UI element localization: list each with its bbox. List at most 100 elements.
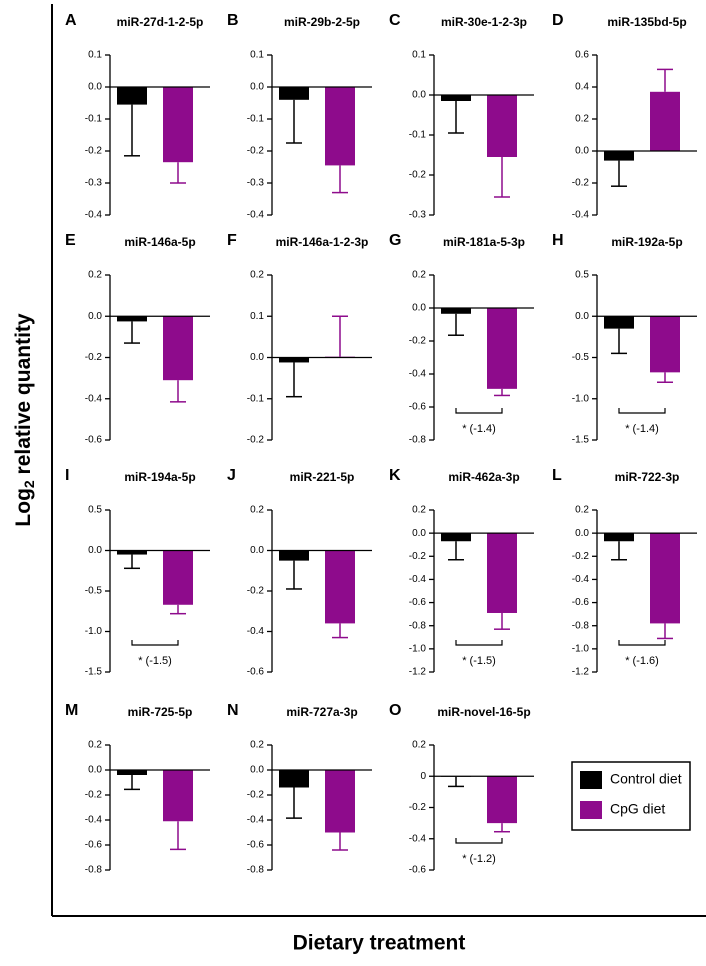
y-tick-label: -0.4 — [247, 626, 265, 637]
panel-letter: G — [389, 232, 401, 249]
y-tick-label: -1.0 — [409, 643, 427, 654]
y-tick-label: 0.0 — [412, 528, 426, 539]
y-tick-label: -0.6 — [85, 435, 103, 446]
y-tick-label: -0.8 — [85, 865, 103, 876]
y-tick-label: -0.3 — [409, 210, 427, 221]
y-tick-label: -0.4 — [85, 815, 103, 826]
y-tick-label: -0.2 — [409, 170, 427, 181]
y-tick-label: -0.6 — [409, 597, 427, 608]
panel-title: miR-727a-3p — [286, 705, 357, 719]
y-tick-label: 0.0 — [250, 545, 264, 556]
panel-letter: E — [65, 232, 76, 249]
y-tick-label: -0.2 — [247, 435, 265, 446]
bar — [487, 776, 517, 824]
y-tick-label: 0.0 — [575, 528, 589, 539]
y-tick-label: 0.4 — [575, 82, 589, 93]
y-tick-label: 0.1 — [88, 50, 102, 61]
panel-letter: N — [227, 702, 239, 719]
y-tick-label: -0.4 — [409, 833, 427, 844]
y-tick-label: 0.0 — [88, 311, 102, 322]
legend-swatch — [580, 771, 602, 789]
significance-label: * (-1.4) — [462, 423, 496, 435]
y-tick-label: -0.2 — [572, 551, 590, 562]
legend-label: CpG diet — [610, 801, 665, 817]
y-tick-label: -0.8 — [247, 865, 265, 876]
significance-label: * (-1.5) — [138, 655, 172, 667]
panel-letter: A — [65, 12, 77, 29]
y-tick-label: 0.2 — [88, 270, 102, 281]
y-tick-label: -0.2 — [85, 146, 103, 157]
y-tick-label: -0.4 — [85, 210, 103, 221]
bar — [279, 770, 309, 788]
y-tick-label: -1.5 — [85, 667, 103, 678]
y-tick-label: -0.4 — [572, 574, 590, 585]
y-tick-label: -0.8 — [409, 435, 427, 446]
y-tick-label: -0.2 — [85, 790, 103, 801]
panel-letter: D — [552, 12, 564, 29]
bar — [604, 533, 634, 542]
panel-letter: H — [552, 232, 564, 249]
y-tick-label: -0.2 — [409, 802, 427, 813]
bar — [325, 87, 355, 166]
y-tick-label: -0.2 — [85, 352, 103, 363]
bar — [117, 550, 147, 555]
y-tick-label: 0.0 — [250, 352, 264, 363]
bar — [441, 533, 471, 542]
panel-title: miR-146a-1-2-3p — [276, 235, 369, 249]
y-tick-label: -1.5 — [572, 435, 590, 446]
significance-bracket — [455, 838, 503, 844]
significance-label: * (-1.6) — [625, 655, 659, 667]
y-tick-label: -0.1 — [85, 114, 103, 125]
y-tick-label: -1.0 — [572, 393, 590, 404]
y-tick-label: 0.2 — [412, 740, 426, 751]
bar — [117, 87, 147, 105]
y-tick-label: -0.2 — [409, 336, 427, 347]
y-label-text: Log — [12, 488, 35, 526]
y-tick-label: -0.2 — [247, 586, 265, 597]
y-tick-label: -0.1 — [247, 393, 265, 404]
y-tick-label: -0.3 — [247, 178, 265, 189]
significance-bracket — [455, 408, 503, 414]
y-tick-label: 0.2 — [250, 505, 264, 516]
y-label-subscript: 2 — [21, 480, 37, 488]
bar — [279, 550, 309, 561]
bar — [117, 770, 147, 775]
panel-letter: B — [227, 12, 239, 29]
y-tick-label: -0.2 — [409, 551, 427, 562]
panel-letter: O — [389, 702, 401, 719]
y-tick-label: -0.2 — [247, 146, 265, 157]
y-tick-label: 0.5 — [88, 505, 102, 516]
panel-letter: C — [389, 12, 401, 29]
bar — [325, 550, 355, 624]
bar — [279, 357, 309, 363]
bar — [279, 87, 309, 100]
significance-bracket — [455, 640, 503, 646]
panel-letter: M — [65, 702, 78, 719]
panel-title: miR-725-5p — [128, 705, 193, 719]
significance-label: * (-1.4) — [625, 423, 659, 435]
legend-swatch — [580, 801, 602, 819]
y-tick-label: -0.2 — [572, 178, 590, 189]
y-tick-label: -0.4 — [572, 210, 590, 221]
y-tick-label: 0.0 — [412, 303, 426, 314]
y-tick-label: -0.6 — [409, 402, 427, 413]
bar — [650, 91, 680, 151]
panel-title: miR-novel-16-5p — [437, 705, 530, 719]
panel-letter: F — [227, 232, 237, 249]
y-tick-label: 0.0 — [412, 90, 426, 101]
y-tick-label: 0.2 — [412, 270, 426, 281]
bar — [604, 151, 634, 161]
y-tick-label: -0.4 — [247, 210, 265, 221]
bar — [163, 770, 193, 822]
significance-label: * (-1.5) — [462, 655, 496, 667]
panel-title: miR-462a-3p — [448, 470, 519, 484]
bar — [117, 316, 147, 322]
significance-bracket — [131, 640, 179, 646]
y-tick-label: -0.4 — [409, 369, 427, 380]
panel-letter: L — [552, 467, 562, 484]
y-tick-label: 0.2 — [575, 114, 589, 125]
y-tick-label: -0.6 — [572, 597, 590, 608]
y-tick-label: 0.0 — [250, 765, 264, 776]
y-tick-label: 0.0 — [88, 82, 102, 93]
